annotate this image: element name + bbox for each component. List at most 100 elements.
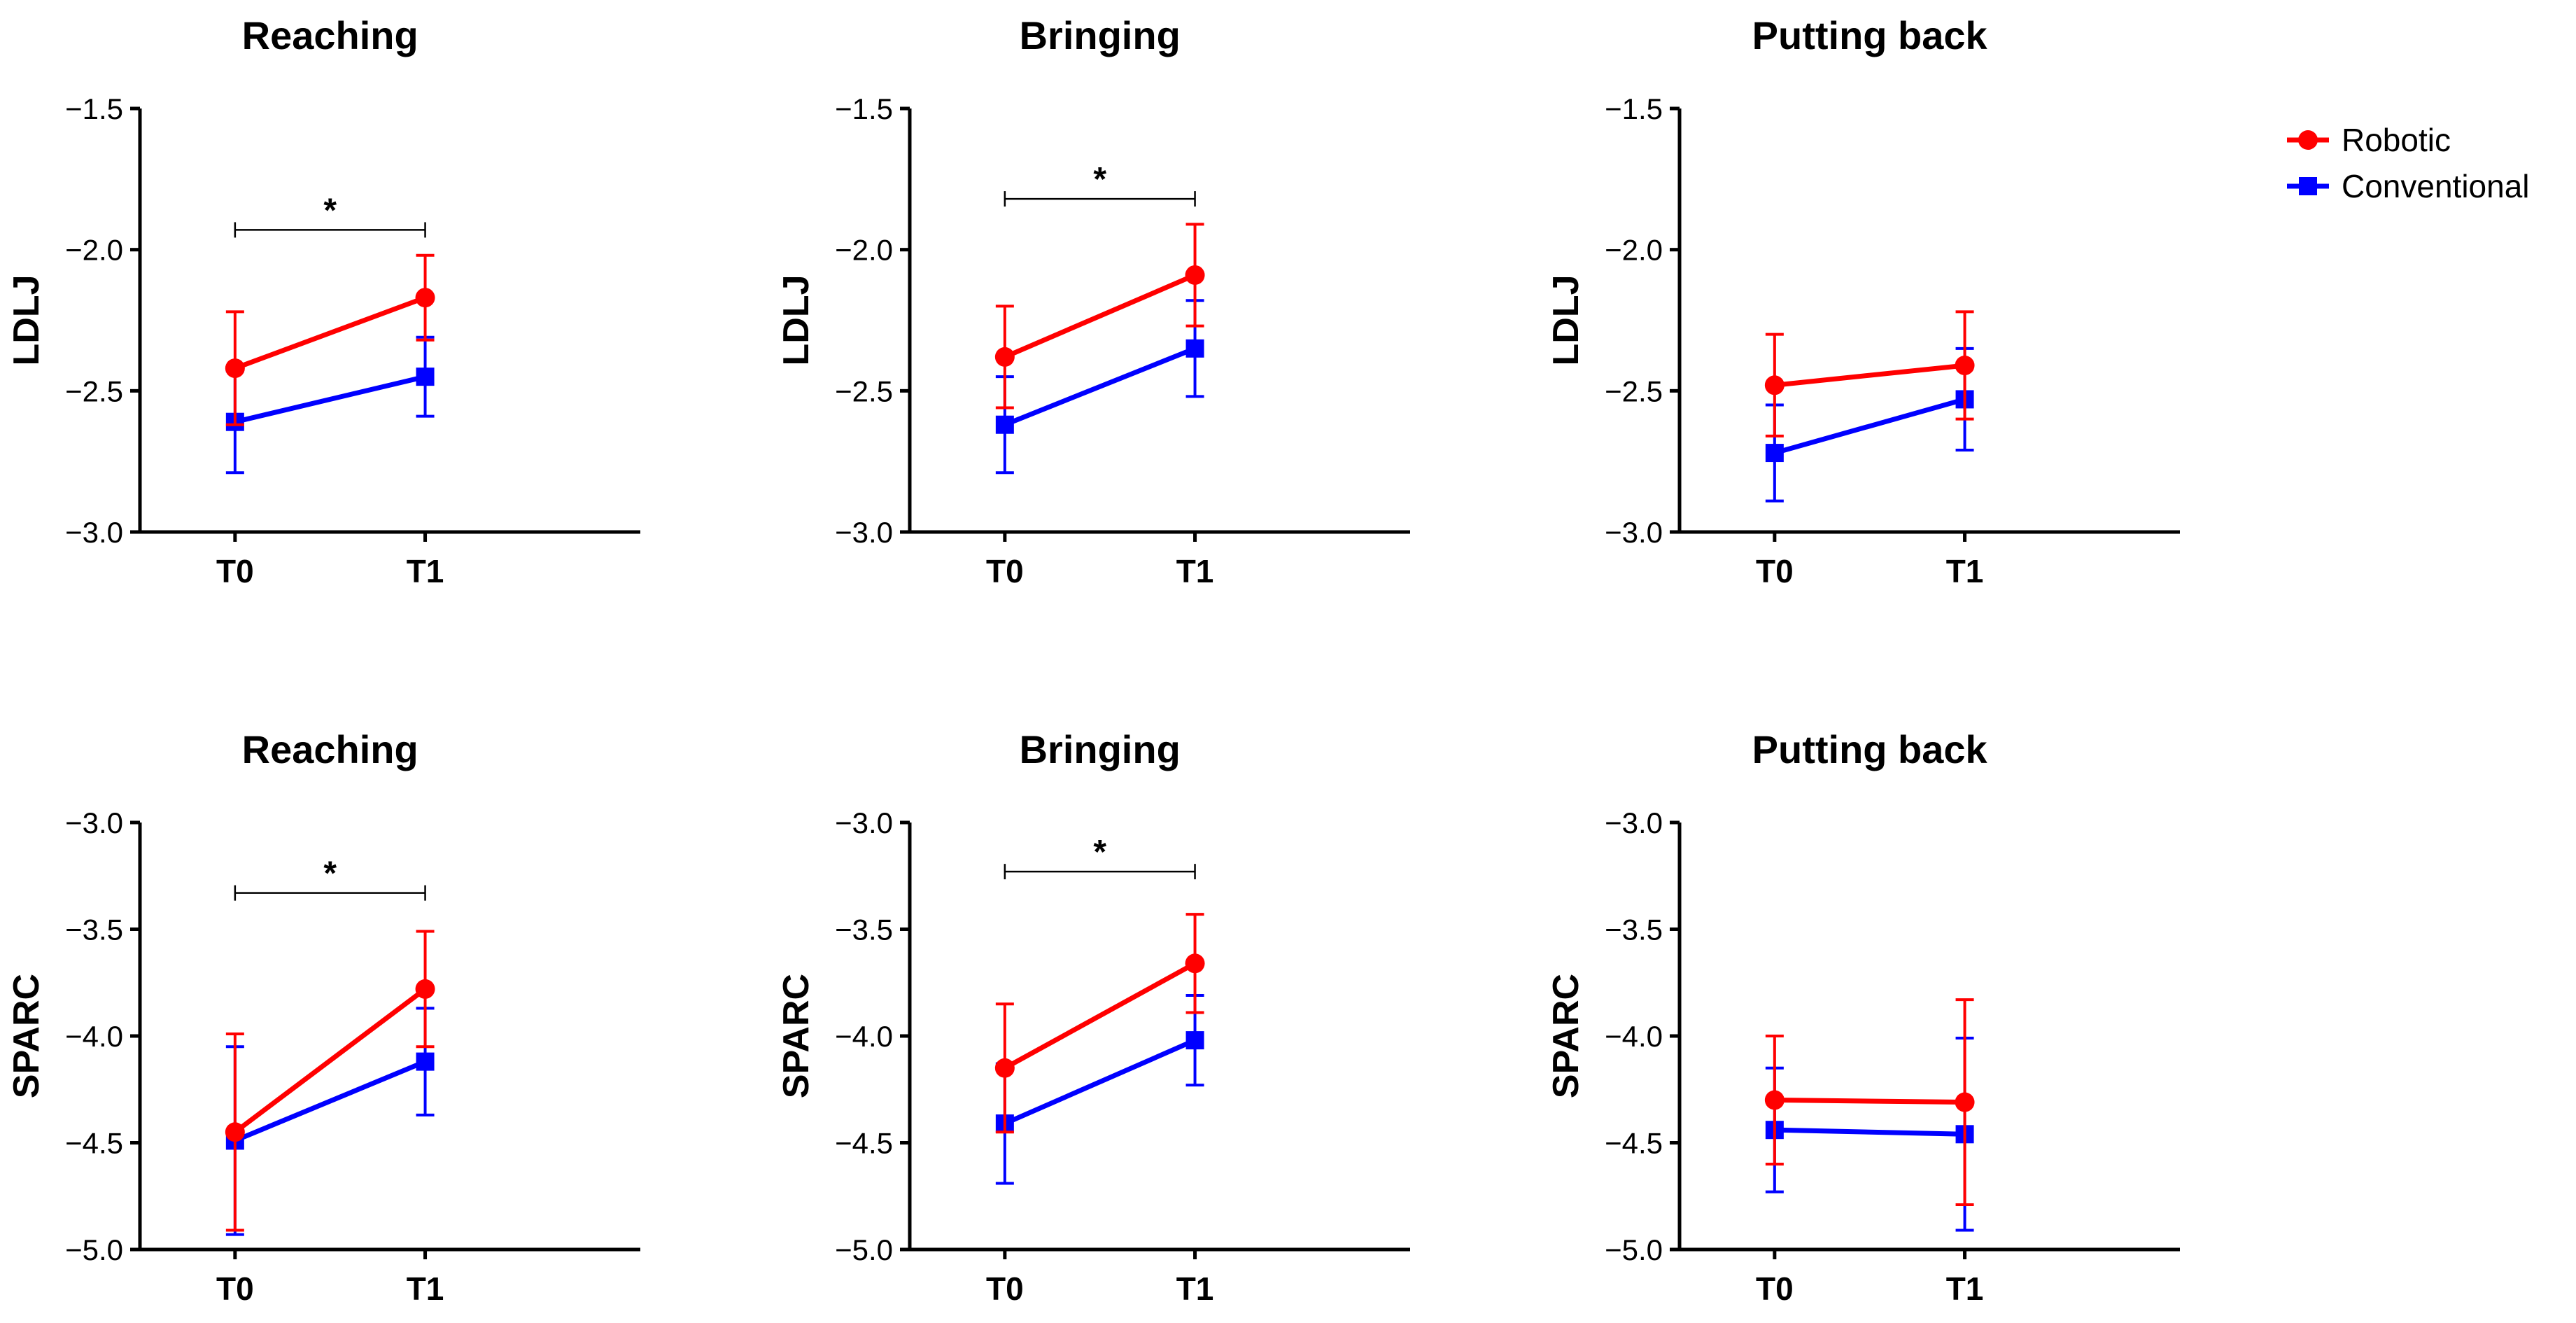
x-tick-label: T1 bbox=[1176, 553, 1214, 589]
data-point bbox=[995, 415, 1014, 434]
legend: Robotic Conventional bbox=[2287, 122, 2530, 204]
series-robotic bbox=[994, 913, 1205, 1134]
chart-panel-6: Putting back SPARC −3.0 −3.5 −4.0 −4.5 −5.0 T0 T… bbox=[1546, 727, 2180, 1307]
series-robotic bbox=[994, 223, 1205, 410]
y-tick-label: −3.5 bbox=[65, 913, 123, 946]
data-point bbox=[225, 358, 245, 379]
data-point bbox=[1185, 953, 1205, 974]
y-axis-label: LDLJ bbox=[1546, 275, 1586, 366]
series-line bbox=[233, 987, 427, 1135]
series-line bbox=[1004, 1037, 1196, 1126]
y-tick-label: −2.0 bbox=[835, 234, 893, 267]
y-tick-label: −5.0 bbox=[1605, 1233, 1663, 1266]
y-axis-label: SPARC bbox=[6, 974, 47, 1098]
panels: Reaching LDLJ −1.5 −2.0 −2.5 −3.0 T0 T1 * Bringin… bbox=[6, 13, 2180, 1307]
series-conventional bbox=[1765, 346, 1974, 503]
series-line bbox=[1774, 1098, 1965, 1105]
x-tick-label: T0 bbox=[216, 1270, 254, 1307]
chart-panel-1: Reaching LDLJ −1.5 −2.0 −2.5 −3.0 T0 T1 * bbox=[6, 13, 640, 589]
y-tick-label: −3.5 bbox=[1605, 913, 1663, 946]
y-tick-label: −5.0 bbox=[65, 1233, 123, 1266]
y-tick-label: −4.5 bbox=[835, 1127, 893, 1160]
series-line bbox=[1004, 346, 1196, 427]
data-point bbox=[1765, 444, 1784, 463]
y-tick-label: −2.5 bbox=[1605, 374, 1663, 407]
series-conventional bbox=[995, 994, 1204, 1185]
x-tick-label: T0 bbox=[1756, 553, 1794, 589]
y-tick-label: −4.5 bbox=[1605, 1127, 1663, 1160]
chart-panel-5: Bringing SPARC −3.0 −3.5 −4.0 −4.5 −5.0 T0 T1 * bbox=[776, 727, 1410, 1307]
legend-item-robotic: Robotic bbox=[2287, 122, 2451, 158]
significance-star: * bbox=[323, 192, 337, 229]
x-tick-label: T1 bbox=[407, 553, 444, 589]
y-tick-label: −3.5 bbox=[835, 913, 893, 946]
series-line bbox=[1774, 363, 1965, 388]
significance-star: * bbox=[1093, 834, 1106, 871]
data-point bbox=[1185, 265, 1205, 285]
x-tick-label: T1 bbox=[1946, 553, 1984, 589]
data-point bbox=[994, 1058, 1015, 1078]
y-axis-label: SPARC bbox=[776, 974, 817, 1098]
y-axis-label: LDLJ bbox=[776, 275, 817, 366]
series-robotic bbox=[1764, 310, 1975, 438]
y-tick-label: −4.0 bbox=[65, 1020, 123, 1053]
data-point bbox=[1185, 1031, 1204, 1050]
legend-label: Conventional bbox=[2342, 168, 2530, 204]
significance-star: * bbox=[323, 855, 337, 892]
y-tick-label: −4.0 bbox=[835, 1020, 893, 1053]
x-tick-label: T0 bbox=[986, 553, 1024, 589]
legend-marker bbox=[2298, 130, 2318, 150]
series-line bbox=[234, 374, 426, 425]
chart-panel-4: Reaching SPARC −3.0 −3.5 −4.0 −4.5 −5.0 T0 T1 * bbox=[6, 727, 640, 1307]
y-tick-label: −2.0 bbox=[65, 234, 123, 267]
series-line bbox=[234, 295, 426, 371]
data-point bbox=[1955, 356, 1975, 376]
series-conventional bbox=[1765, 1037, 1974, 1232]
data-point bbox=[1764, 1090, 1785, 1110]
y-tick-label: −1.5 bbox=[1605, 92, 1663, 125]
y-tick-label: −1.5 bbox=[835, 92, 893, 125]
y-tick-label: −2.5 bbox=[835, 374, 893, 407]
chart-panel-3: Putting back LDLJ −1.5 −2.0 −2.5 −3.0 T0 T1 bbox=[1546, 13, 2180, 589]
y-tick-label: −1.5 bbox=[65, 92, 123, 125]
x-tick-label: T0 bbox=[216, 553, 254, 589]
series-conventional bbox=[995, 299, 1204, 475]
data-point bbox=[1185, 339, 1204, 358]
series-line bbox=[1774, 1127, 1965, 1137]
series-robotic bbox=[225, 930, 435, 1232]
y-tick-label: −3.0 bbox=[835, 516, 893, 549]
y-axis-label: LDLJ bbox=[6, 275, 47, 366]
chart-panel-2: Bringing LDLJ −1.5 −2.0 −2.5 −3.0 T0 T1 * bbox=[776, 13, 1410, 589]
panel-title: Reaching bbox=[242, 727, 418, 771]
series-line bbox=[1004, 272, 1196, 360]
data-point bbox=[415, 979, 435, 999]
panel-title: Putting back bbox=[1752, 727, 1988, 771]
legend-label: Robotic bbox=[2342, 122, 2451, 158]
series-robotic bbox=[1764, 998, 1975, 1206]
series-conventional bbox=[225, 1007, 435, 1236]
series-line bbox=[1773, 397, 1966, 456]
data-point bbox=[1955, 1092, 1975, 1112]
x-tick-label: T0 bbox=[986, 1270, 1024, 1307]
series-line bbox=[1004, 961, 1197, 1070]
series-line bbox=[234, 1059, 426, 1143]
x-tick-label: T0 bbox=[1756, 1270, 1794, 1307]
legend-marker bbox=[2299, 177, 2317, 195]
data-point bbox=[416, 368, 435, 386]
y-tick-label: −3.0 bbox=[835, 806, 893, 839]
y-tick-label: −3.0 bbox=[65, 516, 123, 549]
x-tick-label: T1 bbox=[407, 1270, 444, 1307]
y-tick-label: −4.5 bbox=[65, 1127, 123, 1160]
legend-item-conventional: Conventional bbox=[2287, 168, 2530, 204]
y-tick-label: −3.0 bbox=[1605, 516, 1663, 549]
data-point bbox=[994, 346, 1015, 367]
x-tick-label: T1 bbox=[1176, 1270, 1214, 1307]
y-tick-label: −3.0 bbox=[65, 806, 123, 839]
panel-title: Reaching bbox=[242, 13, 418, 57]
data-point bbox=[225, 1122, 245, 1142]
data-point bbox=[1764, 375, 1785, 396]
data-point bbox=[416, 1052, 435, 1071]
panel-title: Putting back bbox=[1752, 13, 1988, 57]
panel-title: Bringing bbox=[1020, 727, 1181, 771]
